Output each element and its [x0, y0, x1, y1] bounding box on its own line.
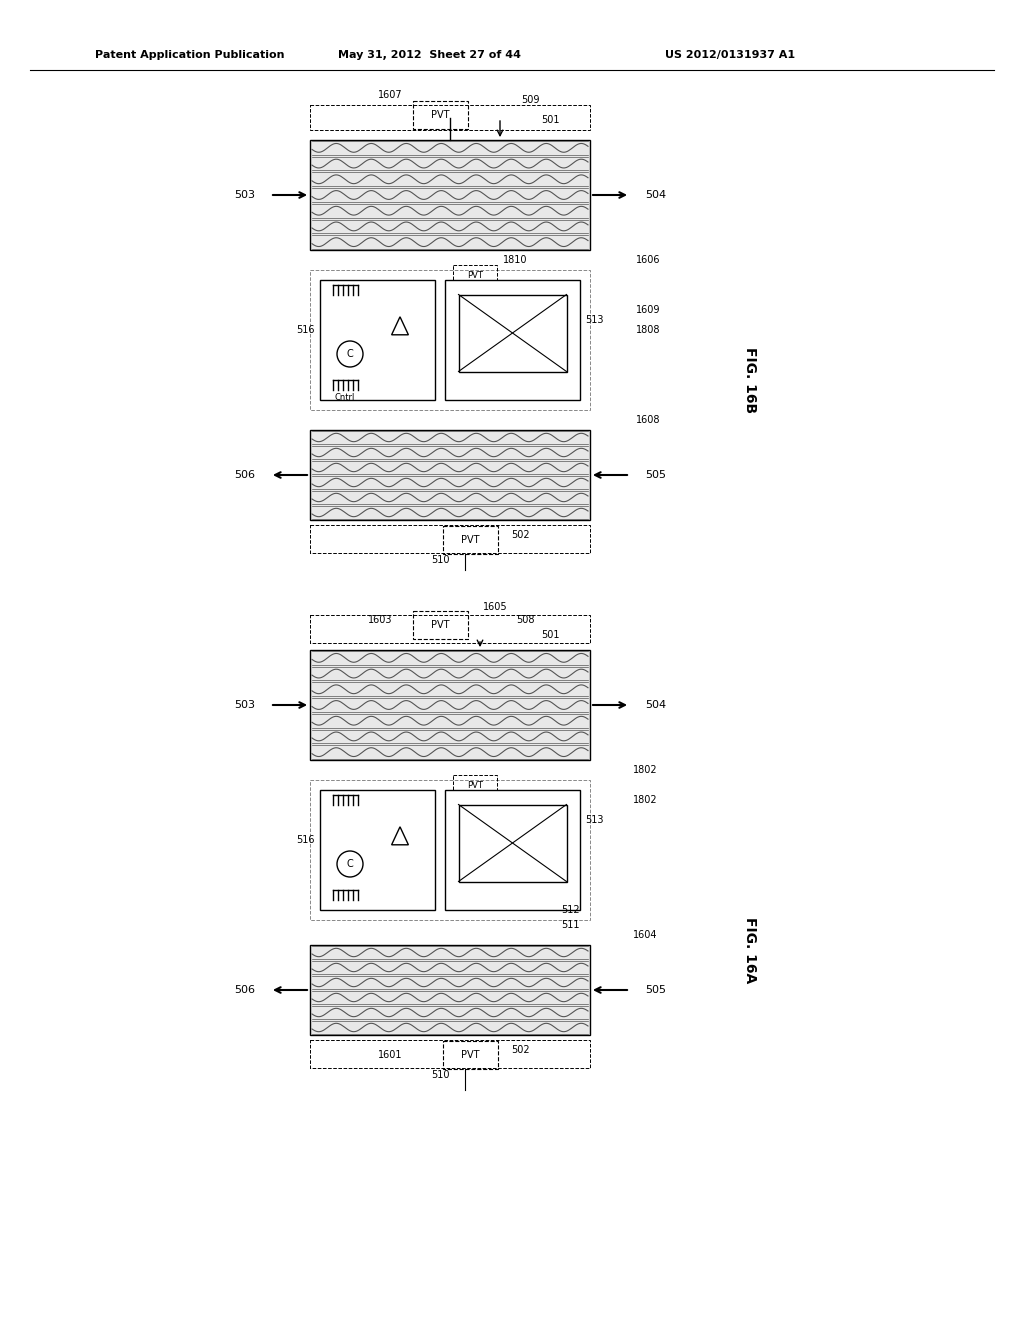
Text: C: C [347, 859, 353, 869]
Text: 513: 513 [585, 814, 603, 825]
Text: 503: 503 [234, 700, 255, 710]
Text: 1601: 1601 [378, 1049, 402, 1060]
Text: 1605: 1605 [482, 602, 507, 612]
Text: 1802: 1802 [633, 766, 657, 775]
Text: 1808: 1808 [636, 325, 660, 335]
Text: 506: 506 [234, 985, 255, 995]
Bar [310, 140, 590, 249]
Text: 510: 510 [431, 1071, 450, 1080]
Text: 508: 508 [516, 615, 535, 624]
Text: 505: 505 [645, 470, 666, 480]
Text: 1609: 1609 [636, 305, 660, 315]
Bar [442, 525, 498, 554]
Text: PVT: PVT [467, 780, 483, 789]
Bar [453, 775, 497, 795]
Bar [459, 804, 566, 882]
Text: 502: 502 [511, 531, 529, 540]
Bar [310, 525, 590, 553]
Bar [310, 106, 590, 129]
Text: 1608: 1608 [636, 414, 660, 425]
Text: PVT: PVT [431, 110, 450, 120]
Text: FIG. 16B: FIG. 16B [743, 347, 757, 413]
Bar [310, 945, 590, 1035]
Bar [319, 789, 435, 909]
Bar [319, 280, 435, 400]
Text: 504: 504 [645, 700, 667, 710]
Text: 513: 513 [585, 315, 603, 325]
Text: C: C [347, 348, 353, 359]
Text: 509: 509 [521, 95, 540, 106]
Bar [445, 280, 580, 400]
Bar [442, 1041, 498, 1069]
Text: PVT: PVT [431, 620, 450, 630]
Text: US 2012/0131937 A1: US 2012/0131937 A1 [665, 50, 795, 59]
Bar [310, 271, 590, 411]
Text: 1603: 1603 [368, 615, 392, 624]
Text: 510: 510 [431, 554, 450, 565]
Text: 502: 502 [511, 1045, 529, 1055]
Text: May 31, 2012  Sheet 27 of 44: May 31, 2012 Sheet 27 of 44 [339, 50, 521, 59]
Text: 1810: 1810 [503, 255, 527, 265]
Text: FIG. 16A: FIG. 16A [743, 917, 757, 983]
Bar [310, 780, 590, 920]
Text: 1802: 1802 [633, 795, 657, 805]
Bar [310, 649, 590, 760]
Bar [413, 102, 468, 129]
Text: 1604: 1604 [633, 931, 657, 940]
Bar [459, 294, 566, 371]
Text: 511: 511 [561, 920, 580, 931]
Text: Cntrl: Cntrl [335, 393, 355, 403]
Text: 501: 501 [541, 630, 559, 640]
Text: 516: 516 [297, 325, 315, 335]
Text: PVT: PVT [461, 535, 479, 545]
Text: 506: 506 [234, 470, 255, 480]
Bar [445, 789, 580, 909]
Text: 512: 512 [561, 906, 580, 915]
Bar [310, 1040, 590, 1068]
Text: 505: 505 [645, 985, 666, 995]
Text: Patent Application Publication: Patent Application Publication [95, 50, 285, 59]
Bar [310, 430, 590, 520]
Text: 503: 503 [234, 190, 255, 201]
Text: 516: 516 [297, 836, 315, 845]
Bar [453, 265, 497, 285]
Text: 501: 501 [541, 115, 559, 125]
Text: PVT: PVT [467, 271, 483, 280]
Text: 504: 504 [645, 190, 667, 201]
Bar [310, 615, 590, 643]
Text: 1606: 1606 [636, 255, 660, 265]
Text: PVT: PVT [461, 1049, 479, 1060]
Bar [413, 611, 468, 639]
Text: 1607: 1607 [378, 90, 402, 100]
